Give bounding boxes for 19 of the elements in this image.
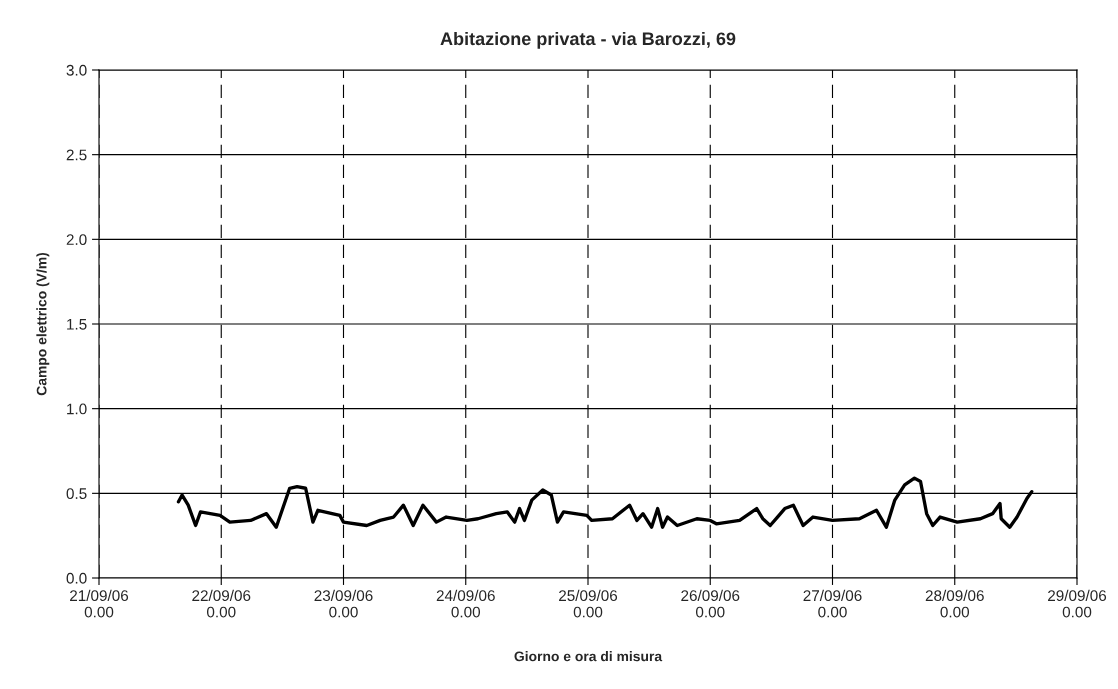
y-tick-label: 0.5 (66, 488, 87, 500)
chart-title: Abitazione privata - via Barozzi, 69 (440, 31, 736, 49)
x-tick-label: 27/09/06 0.00 (803, 589, 862, 618)
y-tick-label: 3.0 (66, 64, 87, 76)
x-axis-title: Giorno e ora di misura (514, 651, 663, 662)
x-tick-label: 23/09/06 0.00 (314, 589, 373, 618)
x-tick-label: 22/09/06 0.00 (192, 589, 251, 618)
x-tick-label: 21/09/06 0.00 (70, 589, 129, 618)
y-tick-label: 2.0 (66, 234, 87, 246)
y-tick-label: 2.5 (66, 149, 87, 161)
x-tick-label: 24/09/06 0.00 (436, 589, 495, 618)
y-axis-title: Campo elettrico (V/m) (36, 252, 50, 396)
x-tick-label: 26/09/06 0.00 (681, 589, 740, 618)
y-tick-label: 0.0 (66, 572, 87, 584)
x-tick-label: 25/09/06 0.00 (559, 589, 618, 618)
x-tick-label: 29/09/06 0.00 (1048, 589, 1107, 618)
y-tick-label: 1.0 (67, 403, 87, 415)
x-tick-label: 28/09/06 0.00 (925, 589, 984, 618)
y-tick-label: 1.5 (67, 319, 87, 330)
